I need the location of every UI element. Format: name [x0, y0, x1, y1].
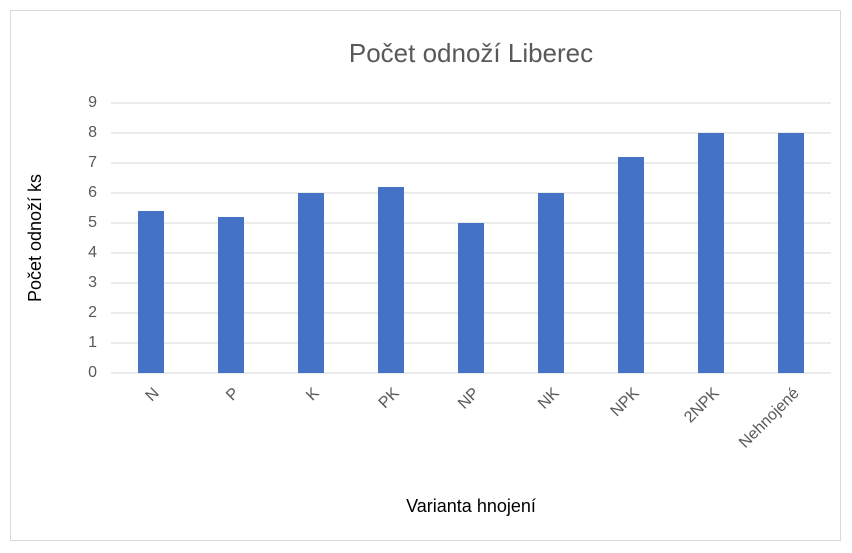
- y-tick-label: 2: [88, 304, 97, 321]
- y-tick-label: 9: [88, 94, 97, 111]
- bar: [778, 133, 804, 373]
- y-tick-label: 0: [88, 364, 97, 381]
- bar: [218, 217, 244, 373]
- y-tick-label: 7: [88, 154, 97, 171]
- bar: [618, 157, 644, 373]
- y-tick-label: 4: [88, 244, 97, 261]
- bar: [538, 193, 564, 373]
- bar: [458, 223, 484, 373]
- y-tick-label: 8: [88, 124, 97, 141]
- y-tick-label: 1: [88, 334, 97, 351]
- y-tick-label: 6: [88, 184, 97, 201]
- bar: [138, 211, 164, 373]
- bar: [378, 187, 404, 373]
- chart-title: Počet odnoží Liberec: [349, 38, 593, 68]
- y-axis-title: Počet odnoží ks: [25, 174, 45, 302]
- y-tick-label: 3: [88, 274, 97, 291]
- bar: [298, 193, 324, 373]
- bar: [698, 133, 724, 373]
- x-axis-title: Varianta hnojení: [406, 496, 536, 516]
- y-tick-label: 5: [88, 214, 97, 231]
